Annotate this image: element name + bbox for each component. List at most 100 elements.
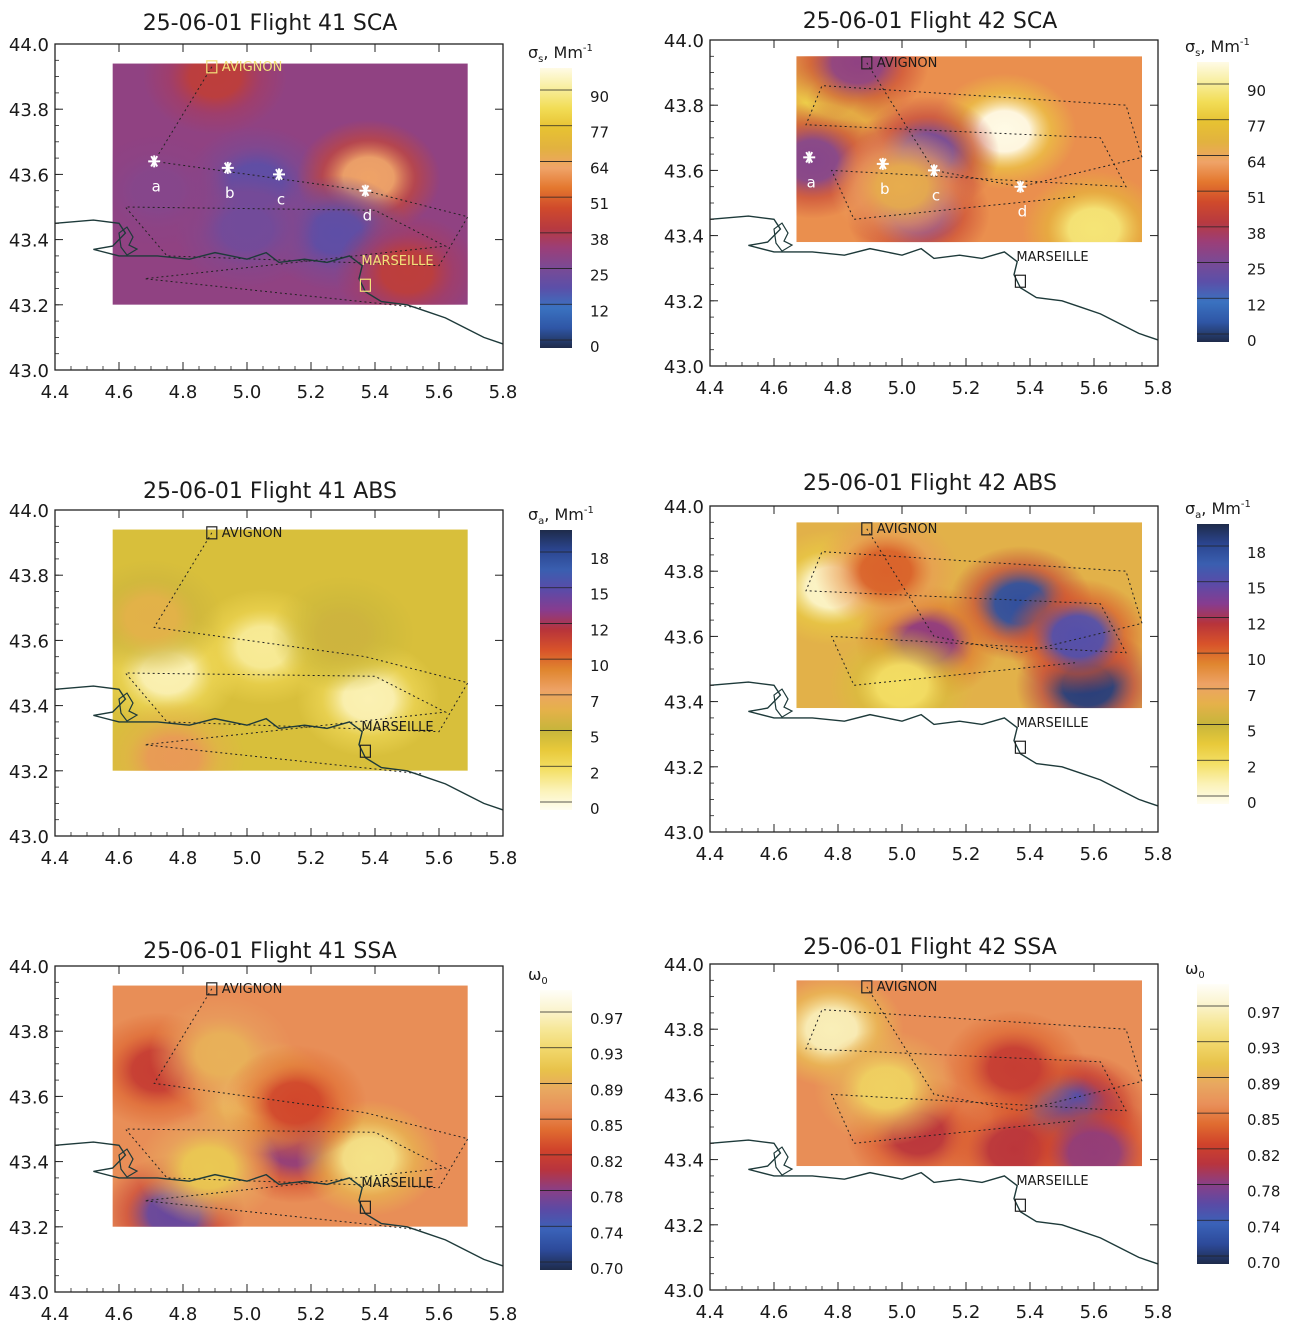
colorbar-label: σa, Mm-1 — [528, 505, 594, 527]
x-tick-label: 4.4 — [696, 378, 725, 399]
colorbar-tick-label: 0.82 — [590, 1153, 623, 1171]
contour-field — [112, 529, 468, 771]
city-marker — [861, 56, 873, 70]
x-tick-label: 4.4 — [696, 1302, 725, 1323]
lagoon-shape — [773, 688, 794, 718]
flight-track — [805, 986, 1143, 1144]
city-marker — [206, 60, 218, 74]
field-feature — [814, 522, 958, 630]
colorbar-tick-label: 0.97 — [590, 1010, 623, 1028]
panel-title: 25-06-01 Flight 42 SCA — [803, 9, 1058, 34]
colorbar-label: ω0 — [1185, 959, 1205, 981]
city-label: AVIGNON — [222, 982, 283, 997]
lagoon-shape — [118, 692, 139, 722]
y-tick-label: 44.0 — [9, 501, 49, 522]
colorbar-tick-label: 0 — [590, 338, 600, 356]
y-tick-label: 44.0 — [664, 31, 704, 52]
y-tick-label: 43.8 — [9, 100, 49, 121]
field-feature — [112, 699, 246, 771]
colorbar-tick-label: 10 — [1247, 651, 1266, 669]
colorbar-label: σs, Mm-1 — [1185, 37, 1250, 59]
contour-field — [796, 56, 1143, 243]
x-tick-label: 5.0 — [888, 378, 917, 399]
field-feature — [271, 575, 415, 692]
x-tick-label: 5.8 — [489, 848, 518, 869]
colorbar-tick-label: 0.78 — [590, 1189, 623, 1207]
x-tick-label: 4.6 — [105, 1304, 134, 1325]
y-tick-label: 43.6 — [664, 161, 704, 182]
city-marker — [359, 744, 371, 758]
contour-field — [796, 980, 1143, 1167]
y-tick-label: 43.4 — [664, 1151, 704, 1172]
city-marker — [359, 1200, 371, 1214]
x-tick-label: 5.4 — [1016, 1302, 1045, 1323]
colorbar-tick-label: 0.93 — [590, 1046, 623, 1064]
y-tick-label: 43.2 — [9, 1218, 49, 1239]
field-feature — [1022, 1095, 1143, 1167]
lagoon-shape — [773, 222, 794, 252]
colorbar-tick-label: 0.78 — [1247, 1183, 1280, 1201]
y-tick-label: 44.0 — [664, 497, 704, 518]
sample-point-label: c — [932, 186, 940, 204]
y-tick-label: 43.8 — [664, 1020, 704, 1041]
x-tick-label: 5.6 — [425, 848, 454, 869]
colorbar-tick-label: 51 — [590, 195, 609, 213]
y-tick-label: 43.0 — [664, 357, 704, 378]
field-feature — [143, 63, 287, 135]
sample-point-marker — [803, 151, 816, 164]
x-tick-label: 5.0 — [888, 844, 917, 865]
colorbar-tick-label: 2 — [590, 764, 600, 782]
coastline — [709, 215, 1159, 341]
y-tick-label: 43.6 — [9, 1087, 49, 1108]
panel-title: 25-06-01 Flight 42 ABS — [803, 471, 1057, 496]
coastline — [709, 1139, 1159, 1265]
y-tick-label: 43.8 — [664, 96, 704, 117]
sample-point-marker — [221, 161, 234, 174]
sample-point-marker — [1014, 180, 1027, 193]
x-tick-label: 4.8 — [169, 848, 198, 869]
x-tick-label: 5.2 — [297, 848, 326, 869]
panel-title: 25-06-01 Flight 41 SCA — [143, 11, 398, 36]
panel-f42-ssa: 25-06-01 Flight 42 SSA AVIGNON MARSEILLE 4.… — [664, 935, 1280, 1323]
colorbar-tick-label: 12 — [590, 302, 609, 320]
panel-title: 25-06-01 Flight 41 ABS — [143, 479, 397, 504]
colorbar-tick-label: 38 — [1247, 225, 1266, 243]
city-marker — [206, 526, 218, 540]
city-marker — [1014, 740, 1027, 754]
x-tick-label: 4.6 — [760, 378, 789, 399]
x-tick-label: 5.0 — [233, 848, 262, 869]
field-feature — [942, 1010, 1086, 1127]
city-marker — [861, 522, 873, 536]
y-tick-label: 43.2 — [664, 292, 704, 313]
lagoon-shape — [118, 226, 139, 256]
field-feature — [796, 56, 930, 121]
x-tick-label: 5.2 — [297, 382, 326, 403]
colorbar-tick-label: 64 — [590, 159, 609, 177]
field-feature — [112, 559, 223, 676]
x-tick-label: 5.6 — [1080, 378, 1109, 399]
colorbar: σa, Mm-1 18 15 12 10 7 5 2 0 — [528, 505, 609, 818]
colorbar-tick-label: 7 — [590, 693, 600, 711]
x-tick-label: 4.6 — [760, 844, 789, 865]
colorbar-tick-label: 77 — [1247, 118, 1266, 136]
y-tick-label: 43.6 — [664, 1085, 704, 1106]
lagoon-shape — [773, 1146, 794, 1176]
x-tick-label: 4.8 — [824, 844, 853, 865]
field-feature — [335, 214, 468, 305]
coastline — [709, 681, 1159, 807]
x-tick-label: 4.8 — [169, 1304, 198, 1325]
x-tick-label: 5.0 — [888, 1302, 917, 1323]
city-label: MARSEILLE — [1016, 716, 1088, 731]
colorbar-tick-label: 5 — [1247, 723, 1257, 741]
sample-point-marker — [148, 155, 161, 168]
colorbar-tick-label: 5 — [590, 729, 600, 747]
colorbar: ω0 0.97 0.93 0.89 0.85 0.82 0.78 0.74 0.70 — [528, 965, 623, 1278]
y-tick-label: 43.0 — [9, 827, 49, 848]
field-feature — [1006, 578, 1143, 695]
city-label: AVIGNON — [877, 980, 938, 995]
colorbar-tick-label: 12 — [1247, 615, 1266, 633]
panel-f41-sca: 25-06-01 Flight 41 SCA AVIGNON MARSEILLE a b… — [9, 11, 609, 403]
colorbar-gradient — [540, 990, 572, 1270]
colorbar-tick-label: 90 — [1247, 82, 1266, 100]
sample-point-marker — [273, 168, 285, 181]
